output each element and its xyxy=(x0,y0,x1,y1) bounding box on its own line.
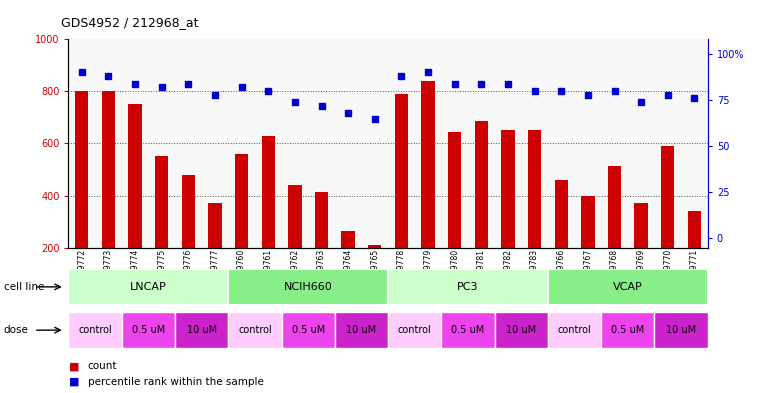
Text: percentile rank within the sample: percentile rank within the sample xyxy=(88,377,263,387)
Text: ■: ■ xyxy=(68,362,79,371)
Bar xyxy=(228,312,282,348)
Text: cell line: cell line xyxy=(4,282,44,292)
Bar xyxy=(388,312,441,348)
Bar xyxy=(608,165,621,248)
Text: VCAP: VCAP xyxy=(613,282,643,292)
Bar xyxy=(288,185,301,248)
Bar xyxy=(548,312,601,348)
Bar xyxy=(129,105,142,248)
Bar xyxy=(501,130,514,248)
Bar xyxy=(581,195,594,248)
Text: 10 uM: 10 uM xyxy=(666,325,696,335)
Bar xyxy=(441,312,495,348)
Bar xyxy=(68,269,228,305)
Text: GDS4952 / 212968_at: GDS4952 / 212968_at xyxy=(61,16,199,29)
Bar xyxy=(475,121,488,248)
Bar xyxy=(688,211,701,248)
Bar xyxy=(235,154,248,248)
Text: count: count xyxy=(88,362,117,371)
Bar xyxy=(342,231,355,248)
Text: 10 uM: 10 uM xyxy=(346,325,377,335)
Text: LNCAP: LNCAP xyxy=(130,282,167,292)
Bar xyxy=(495,312,548,348)
Text: 0.5 uM: 0.5 uM xyxy=(132,325,165,335)
Bar xyxy=(635,203,648,248)
Bar xyxy=(315,192,328,248)
Text: 10 uM: 10 uM xyxy=(506,325,537,335)
Bar xyxy=(155,156,168,248)
Bar xyxy=(601,312,654,348)
Bar xyxy=(228,269,388,305)
Bar xyxy=(75,91,88,248)
Text: ■: ■ xyxy=(68,377,79,387)
Bar xyxy=(102,91,115,248)
Text: 0.5 uM: 0.5 uM xyxy=(451,325,485,335)
Bar xyxy=(122,312,175,348)
Bar xyxy=(335,312,388,348)
Text: 0.5 uM: 0.5 uM xyxy=(291,325,325,335)
Bar xyxy=(282,312,335,348)
Bar xyxy=(654,312,708,348)
Bar xyxy=(422,81,435,248)
Text: control: control xyxy=(398,325,431,335)
Bar xyxy=(448,132,461,248)
Bar xyxy=(368,245,381,248)
Bar xyxy=(388,269,548,305)
Bar xyxy=(175,312,228,348)
Bar xyxy=(68,312,122,348)
Text: 10 uM: 10 uM xyxy=(186,325,217,335)
Bar xyxy=(182,174,195,248)
Text: control: control xyxy=(238,325,272,335)
Bar xyxy=(661,146,674,248)
Bar xyxy=(548,269,708,305)
Bar xyxy=(528,130,541,248)
Text: PC3: PC3 xyxy=(457,282,479,292)
Bar xyxy=(555,180,568,248)
Text: 0.5 uM: 0.5 uM xyxy=(611,325,645,335)
Bar xyxy=(262,136,275,248)
Text: control: control xyxy=(78,325,112,335)
Text: control: control xyxy=(558,325,591,335)
Bar xyxy=(209,203,221,248)
Text: NCIH660: NCIH660 xyxy=(284,282,333,292)
Text: dose: dose xyxy=(4,325,29,335)
Bar xyxy=(395,94,408,248)
